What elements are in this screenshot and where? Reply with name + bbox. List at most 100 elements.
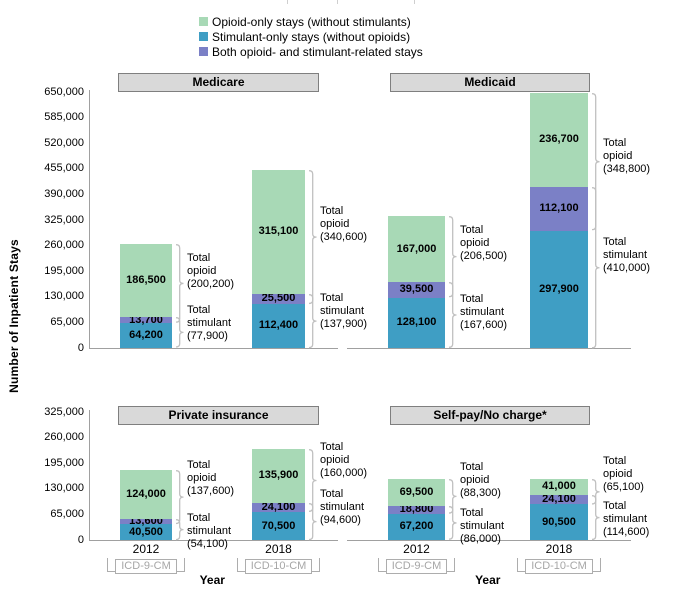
bar-segment-value: 128,100 xyxy=(396,316,437,329)
crop-artifact-tick xyxy=(287,0,288,4)
icd-bracket-left xyxy=(107,558,116,572)
bar-segment-value: 67,200 xyxy=(399,520,434,533)
y-tick-label: 0 xyxy=(77,533,84,546)
bar-segment-stimulant-only xyxy=(388,297,445,348)
total-stimulant-label: Total stimulant (114,600) xyxy=(603,499,650,538)
icd-bracket-right xyxy=(312,558,321,572)
y-tick-label: 65,000 xyxy=(50,315,84,328)
x-tick-year: 2012 xyxy=(403,542,430,556)
bar-segment-value: 236,700 xyxy=(539,133,579,146)
bar-segment-both xyxy=(120,317,172,323)
total-bracket xyxy=(175,518,184,540)
total-bracket xyxy=(591,186,600,348)
bar-segment-value: 18,800 xyxy=(399,503,434,516)
bar-segment-opioid-only xyxy=(252,449,305,503)
legend-item: Stimulant-only stays (without opioids) xyxy=(199,29,410,44)
bar-segment-opioid-only xyxy=(530,93,588,187)
total-bracket xyxy=(591,494,600,540)
legend-item: Both opioid- and stimulant-related stays xyxy=(199,44,423,59)
bar-segment-value: 315,100 xyxy=(258,225,299,238)
y-tick-label: 260,000 xyxy=(44,239,84,252)
legend-swatch-opioid_only xyxy=(199,17,208,26)
total-bracket xyxy=(308,502,317,540)
total-opioid-label: Total opioid (348,800) xyxy=(603,136,651,175)
icd-bracket-left xyxy=(517,558,526,572)
bar-segment-both xyxy=(388,281,445,298)
y-tick-label: 195,000 xyxy=(44,456,84,469)
bar-segment-both xyxy=(530,494,588,505)
total-bracket xyxy=(308,169,317,304)
x-tick-year: 2018 xyxy=(265,542,292,556)
y-tick-label: 130,000 xyxy=(44,290,84,303)
bar-segment-value: 70,500 xyxy=(261,519,296,532)
total-opioid-label: Total opioid (65,100) xyxy=(603,455,644,494)
bar-segment-value: 41,000 xyxy=(542,480,576,493)
legend-label: Both opioid- and stimulant-related stays xyxy=(212,44,423,59)
y-tick-label: 65,000 xyxy=(50,507,84,520)
legend-label: Opioid-only stays (without stimulants) xyxy=(212,14,411,29)
panel-header-medicare: Medicare xyxy=(118,73,319,92)
bar-segment-opioid-only xyxy=(388,216,445,282)
y-tick-label: 390,000 xyxy=(44,187,84,200)
total-stimulant-label: Total stimulant (77,900) xyxy=(187,304,232,343)
total-bracket xyxy=(175,243,184,323)
y-tick-label: 0 xyxy=(77,341,84,354)
total-opioid-label: Total opioid (206,500) xyxy=(460,224,508,263)
y-tick-label: 260,000 xyxy=(44,431,84,444)
bar-segment-stimulant-only xyxy=(530,230,588,348)
y-tick-label: 130,000 xyxy=(44,482,84,495)
y-axis-title-text: Number of Inpatient Stays xyxy=(7,239,21,393)
panel-header-medicaid: Medicaid xyxy=(390,73,590,92)
legend-item: Opioid-only stays (without stimulants) xyxy=(199,14,411,29)
icd-bracket-right xyxy=(176,558,185,572)
icd-code-label: ICD-10-CM xyxy=(525,559,593,574)
y-tick-label: 325,000 xyxy=(44,213,84,226)
y-tick-label: 195,000 xyxy=(44,264,84,277)
total-stimulant-label: Total stimulant (167,600) xyxy=(460,293,508,332)
bar-segment-value: 24,100 xyxy=(261,500,296,513)
total-stimulant-label: Total stimulant (410,000) xyxy=(603,235,651,274)
bar-segment-both xyxy=(252,293,305,304)
x-baseline xyxy=(347,348,631,349)
x-baseline xyxy=(89,348,338,349)
total-opioid-label: Total opioid (88,300) xyxy=(460,460,501,499)
y-axis-line xyxy=(89,90,90,348)
bar-segment-opioid-only xyxy=(252,169,305,294)
legend-label: Stimulant-only stays (without opioids) xyxy=(212,29,411,44)
total-bracket xyxy=(308,293,317,348)
total-bracket xyxy=(175,317,184,348)
bar-segment-opioid-only xyxy=(120,243,172,318)
x-baseline xyxy=(89,540,338,541)
crop-artifact-tick xyxy=(337,0,338,4)
x-axis-title: Year xyxy=(199,573,225,587)
total-bracket xyxy=(175,469,184,524)
total-stimulant-label: Total stimulant (54,100) xyxy=(187,511,232,550)
x-baseline xyxy=(347,540,631,541)
y-tick-label: 520,000 xyxy=(44,136,84,149)
icd-bracket-left xyxy=(377,558,386,572)
total-stimulant-label: Total stimulant (86,000) xyxy=(460,506,505,545)
panel-header-private-insurance: Private insurance xyxy=(118,406,319,425)
bar-segment-value: 167,000 xyxy=(396,242,437,255)
bar-segment-value: 135,900 xyxy=(258,469,299,482)
bar-segment-value: 124,000 xyxy=(126,487,166,500)
x-tick-year: 2018 xyxy=(545,542,573,556)
total-opioid-label: Total opioid (160,000) xyxy=(320,441,368,480)
bar-segment-value: 112,100 xyxy=(539,202,579,215)
bar-segment-stimulant-only xyxy=(120,322,172,348)
icd-bracket-right xyxy=(447,558,456,572)
y-axis-line xyxy=(89,410,90,540)
bar-segment-opioid-only xyxy=(388,478,445,507)
total-stimulant-label: Total stimulant (137,900) xyxy=(320,292,368,331)
bar-segment-value: 186,500 xyxy=(126,274,166,287)
x-axis-title: Year xyxy=(475,573,501,587)
bar-segment-opioid-only xyxy=(530,478,588,495)
bar-segment-value: 90,500 xyxy=(542,515,576,528)
bar-segment-stimulant-only xyxy=(388,513,445,540)
bar-segment-value: 24,100 xyxy=(542,493,576,506)
legend-swatch-both xyxy=(199,47,208,56)
x-tick-year: 2012 xyxy=(132,542,160,556)
icd-code-bracket: ICD-9-CM xyxy=(76,557,216,574)
icd-code-label: ICD-9-CM xyxy=(115,559,177,574)
bar-segment-value: 69,500 xyxy=(399,485,434,498)
